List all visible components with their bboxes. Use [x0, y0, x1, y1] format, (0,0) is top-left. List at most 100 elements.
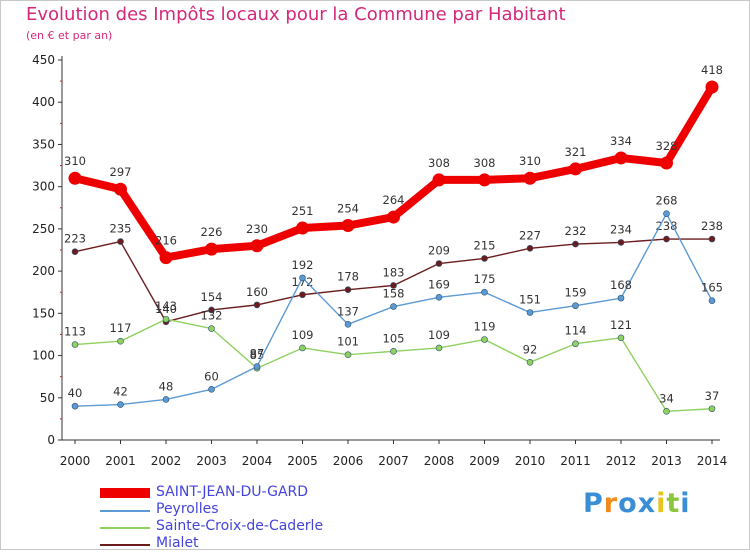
data-point-saint-jean-du-gard [387, 210, 400, 224]
data-point-peyrolles [435, 293, 443, 301]
data-label-sainte-croix-de-caderle: 109 [428, 328, 450, 342]
data-label-peyrolles: 87 [250, 347, 265, 361]
data-label-peyrolles: 168 [610, 278, 632, 292]
data-label-peyrolles: 137 [337, 304, 359, 318]
data-label-peyrolles: 60 [204, 369, 219, 383]
data-point-sainte-croix-de-caderle [572, 340, 579, 348]
data-point-mialet [526, 245, 534, 252]
data-point-saint-jean-du-gard [614, 151, 628, 165]
x-tick-label: 2011 [560, 454, 591, 468]
series-peyrolles: 40 42 48 60 87 192 137 158 169 175 151 159 168 268 165 [68, 194, 723, 410]
series-mialet: 223 235 140 154 160 172 178 183 209 215 227 232 234 2… [64, 219, 723, 326]
x-tick-label: 2007 [378, 454, 409, 468]
chart-title: Evolution des Impôts locaux pour la Comm… [26, 4, 566, 25]
data-label-peyrolles: 151 [519, 292, 541, 306]
legend-swatch [100, 544, 150, 546]
data-point-mialet [390, 282, 397, 289]
data-point-sainte-croix-de-caderle [299, 344, 306, 352]
data-label-saint-jean-du-gard: 251 [292, 204, 314, 218]
data-label-saint-jean-du-gard: 264 [383, 193, 405, 207]
x-tick-label: 2014 [697, 454, 728, 468]
data-point-sainte-croix-de-caderle [390, 348, 397, 355]
y-tick-label: 450 [32, 53, 55, 67]
data-point-sainte-croix-de-caderle [208, 325, 215, 332]
data-point-sainte-croix-de-caderle [117, 337, 124, 345]
legend-label: Peyrolles [156, 501, 219, 517]
proxiti-logo: Proxiti [583, 488, 691, 519]
data-point-mialet [117, 238, 124, 245]
data-label-sainte-croix-de-caderle: 92 [523, 342, 538, 356]
data-point-mialet [435, 260, 443, 267]
data-label-mialet: 235 [110, 222, 132, 236]
data-label-mialet: 232 [565, 224, 587, 238]
legend-label: Sainte-Croix-de-Caderle [156, 518, 324, 534]
data-point-saint-jean-du-gard [569, 162, 582, 176]
data-label-mialet: 160 [246, 285, 268, 299]
series-saint-jean-du-gard: 310 297 216 226 230 251 254 264 308 308 310 321 334 3… [64, 63, 723, 265]
data-point-peyrolles [526, 309, 534, 316]
y-tick-label: 350 [32, 137, 55, 151]
data-point-peyrolles [299, 274, 306, 282]
x-tick-label: 2012 [606, 454, 637, 468]
x-tick-label: 2000 [60, 454, 91, 468]
x-tick-label: 2013 [651, 454, 682, 468]
data-point-mialet [617, 239, 625, 246]
data-point-mialet [71, 248, 79, 255]
data-label-peyrolles: 192 [292, 258, 314, 272]
data-point-saint-jean-du-gard [68, 171, 82, 185]
x-tick-label: 2004 [242, 454, 273, 468]
data-point-peyrolles [390, 303, 397, 310]
data-point-sainte-croix-de-caderle [526, 359, 534, 366]
data-label-sainte-croix-de-caderle: 101 [337, 335, 359, 349]
data-label-sainte-croix-de-caderle: 113 [64, 325, 86, 339]
data-label-sainte-croix-de-caderle: 117 [110, 321, 132, 335]
data-point-sainte-croix-de-caderle [344, 351, 352, 359]
x-tick-label: 2003 [196, 454, 227, 468]
logo-letter: P [583, 488, 604, 519]
data-label-mialet: 227 [519, 228, 541, 242]
data-point-sainte-croix-de-caderle [162, 315, 170, 323]
data-label-saint-jean-du-gard: 308 [428, 156, 450, 170]
data-label-mialet: 215 [474, 238, 496, 252]
data-label-peyrolles: 165 [701, 281, 723, 295]
data-point-saint-jean-du-gard [341, 219, 355, 233]
data-point-mialet [572, 240, 579, 248]
data-point-sainte-croix-de-caderle [71, 341, 79, 348]
data-label-saint-jean-du-gard: 216 [155, 234, 177, 248]
data-point-peyrolles [253, 363, 261, 370]
data-label-peyrolles: 159 [565, 286, 587, 300]
data-label-saint-jean-du-gard: 230 [246, 222, 268, 236]
data-point-saint-jean-du-gard [660, 156, 673, 170]
data-point-sainte-croix-de-caderle [435, 344, 443, 352]
data-label-peyrolles: 268 [656, 194, 678, 208]
y-tick-label: 100 [32, 349, 55, 363]
data-label-saint-jean-du-gard: 328 [656, 139, 678, 153]
data-point-sainte-croix-de-caderle [481, 336, 488, 343]
data-label-mialet: 238 [656, 219, 678, 233]
data-point-peyrolles [71, 402, 79, 410]
data-point-saint-jean-du-gard [296, 221, 309, 235]
data-label-mialet: 209 [428, 244, 450, 258]
x-tick-label: 2005 [287, 454, 318, 468]
logo-letter: o [618, 488, 638, 519]
data-label-saint-jean-du-gard: 226 [201, 225, 223, 239]
data-label-sainte-croix-de-caderle: 119 [474, 320, 496, 334]
data-point-saint-jean-du-gard [250, 239, 264, 253]
data-point-mialet [344, 286, 352, 293]
logo-letter: r [603, 488, 619, 519]
y-tick-label: 150 [32, 306, 55, 320]
data-point-peyrolles [344, 321, 352, 328]
data-point-sainte-croix-de-caderle [708, 405, 716, 413]
data-label-mialet: 172 [292, 275, 314, 289]
data-point-mialet [708, 235, 716, 243]
data-label-sainte-croix-de-caderle: 109 [292, 328, 314, 342]
data-label-peyrolles: 169 [428, 277, 450, 291]
data-point-peyrolles [663, 210, 670, 217]
data-label-saint-jean-du-gard: 254 [337, 202, 359, 216]
logo-letter: t [666, 488, 681, 519]
data-point-peyrolles [117, 401, 124, 408]
logo-letter: x [637, 488, 657, 519]
